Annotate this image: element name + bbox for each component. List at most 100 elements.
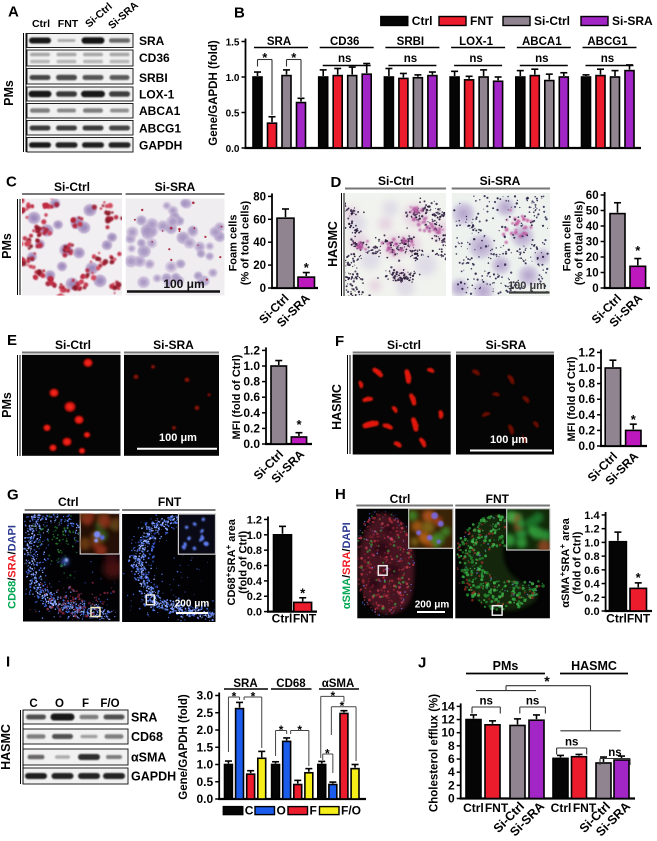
svg-text:Si-SRA: Si-SRA bbox=[612, 14, 653, 28]
svg-text:0.2: 0.2 bbox=[247, 591, 262, 603]
svg-text:2: 2 bbox=[448, 778, 455, 792]
svg-text:1.5: 1.5 bbox=[226, 38, 240, 49]
svg-text:(fold of Ctrl): (fold of Ctrl) bbox=[572, 531, 584, 594]
svg-text:Si-SRA: Si-SRA bbox=[480, 174, 521, 188]
svg-text:FNT: FNT bbox=[485, 801, 509, 815]
svg-text:SRBI: SRBI bbox=[397, 36, 424, 48]
svg-text:*: * bbox=[291, 50, 297, 65]
svg-text:I: I bbox=[6, 654, 10, 671]
svg-text:6: 6 bbox=[448, 752, 455, 766]
svg-text:C: C bbox=[6, 174, 17, 191]
svg-text:(fold of Ctrl): (fold of Ctrl) bbox=[238, 531, 250, 594]
svg-text:100 μm: 100 μm bbox=[159, 432, 197, 444]
svg-text:SRBI: SRBI bbox=[139, 71, 168, 85]
svg-text:0.6: 0.6 bbox=[243, 390, 260, 404]
svg-text:40: 40 bbox=[253, 237, 266, 249]
svg-text:0: 0 bbox=[448, 792, 455, 806]
svg-text:*: * bbox=[251, 690, 256, 704]
svg-text:0.6: 0.6 bbox=[247, 561, 262, 573]
svg-text:Cholesterol efflux (%): Cholesterol efflux (%) bbox=[429, 694, 441, 812]
svg-text:0.2: 0.2 bbox=[243, 421, 260, 435]
svg-text:Foam cells: Foam cells bbox=[228, 215, 240, 272]
svg-text:0.8: 0.8 bbox=[578, 377, 595, 391]
svg-text:C: C bbox=[245, 804, 254, 818]
svg-text:CD36: CD36 bbox=[139, 51, 170, 65]
svg-text:0.0: 0.0 bbox=[226, 144, 240, 155]
svg-text:3.0: 3.0 bbox=[197, 689, 214, 703]
svg-text:FNT: FNT bbox=[627, 612, 651, 626]
svg-text:αSMA: αSMA bbox=[322, 678, 355, 690]
svg-text:0.4: 0.4 bbox=[584, 579, 600, 591]
svg-text:1.0: 1.0 bbox=[226, 73, 240, 84]
svg-text:GAPDH: GAPDH bbox=[139, 138, 182, 152]
svg-text:SRA: SRA bbox=[131, 711, 157, 725]
svg-text:0.4: 0.4 bbox=[247, 576, 263, 588]
svg-text:B: B bbox=[234, 5, 245, 22]
svg-text:Ctrl: Ctrl bbox=[412, 14, 433, 28]
svg-text:A: A bbox=[8, 4, 19, 21]
svg-text:ABCA1: ABCA1 bbox=[522, 36, 562, 48]
svg-text:D: D bbox=[331, 174, 342, 191]
svg-text:*: * bbox=[340, 699, 345, 713]
svg-text:0.0: 0.0 bbox=[578, 439, 595, 453]
svg-text:*: * bbox=[325, 747, 330, 761]
svg-text:F: F bbox=[310, 804, 317, 818]
svg-text:*: * bbox=[262, 50, 268, 65]
svg-text:O: O bbox=[55, 698, 64, 710]
svg-text:ns: ns bbox=[601, 53, 614, 65]
svg-text:CD68+SRA+ area: CD68+SRA+ area bbox=[224, 518, 238, 605]
svg-text:(% of total cells): (% of total cells) bbox=[574, 200, 586, 285]
svg-text:*: * bbox=[300, 586, 306, 601]
svg-text:1.0: 1.0 bbox=[578, 361, 595, 375]
svg-text:0.4: 0.4 bbox=[243, 406, 260, 420]
svg-text:SRA: SRA bbox=[267, 36, 291, 48]
svg-text:0.8: 0.8 bbox=[247, 545, 262, 557]
svg-text:0.5: 0.5 bbox=[197, 775, 214, 789]
svg-text:1.0: 1.0 bbox=[197, 758, 214, 772]
svg-text:Si-Ctrl: Si-Ctrl bbox=[378, 174, 414, 188]
svg-text:0.8: 0.8 bbox=[584, 551, 599, 563]
svg-text:F: F bbox=[335, 333, 344, 350]
svg-text:100 μm: 100 μm bbox=[163, 277, 204, 291]
svg-text:ABCG1: ABCG1 bbox=[587, 36, 628, 48]
svg-text:Ctrl: Ctrl bbox=[58, 495, 79, 509]
svg-text:*: * bbox=[297, 723, 302, 737]
svg-text:Si-Ctrl: Si-Ctrl bbox=[55, 338, 91, 352]
svg-text:Gene/GAPDH (fold): Gene/GAPDH (fold) bbox=[208, 40, 220, 146]
svg-text:ns: ns bbox=[608, 747, 621, 759]
svg-text:0.0: 0.0 bbox=[243, 437, 260, 451]
svg-text:0.5: 0.5 bbox=[226, 109, 240, 120]
svg-text:CD68/SRA/DAPI: CD68/SRA/DAPI bbox=[7, 525, 19, 609]
svg-text:C: C bbox=[29, 698, 37, 710]
svg-text:PMs: PMs bbox=[0, 233, 14, 259]
svg-text:(% of total cells): (% of total cells) bbox=[240, 200, 252, 285]
svg-text:HASMC: HASMC bbox=[326, 221, 340, 267]
svg-text:H: H bbox=[335, 486, 346, 503]
svg-text:CD36: CD36 bbox=[330, 36, 359, 48]
svg-text:*: * bbox=[636, 570, 642, 585]
svg-text:0.0: 0.0 bbox=[247, 607, 262, 619]
svg-text:Si-SRA: Si-SRA bbox=[486, 338, 527, 352]
svg-text:1.2: 1.2 bbox=[584, 524, 599, 536]
svg-text:Si-ctrl: Si-ctrl bbox=[387, 338, 421, 352]
svg-text:Si-Ctrl: Si-Ctrl bbox=[54, 180, 90, 194]
svg-text:ns: ns bbox=[469, 53, 482, 65]
svg-text:*: * bbox=[331, 689, 336, 703]
svg-text:*: * bbox=[635, 243, 641, 258]
svg-text:MFI (fold of Ctrl): MFI (fold of Ctrl) bbox=[566, 356, 578, 441]
svg-text:αSMA: αSMA bbox=[131, 751, 166, 765]
svg-text:Ctrl: Ctrl bbox=[606, 612, 627, 626]
svg-text:FNT: FNT bbox=[470, 14, 494, 28]
svg-text:Ctrl: Ctrl bbox=[32, 18, 50, 30]
svg-text:HASMC: HASMC bbox=[571, 659, 617, 673]
svg-text:0: 0 bbox=[592, 283, 598, 295]
svg-text:1.5: 1.5 bbox=[197, 740, 214, 754]
svg-text:ns: ns bbox=[526, 696, 539, 708]
svg-text:F: F bbox=[82, 698, 89, 710]
svg-text:CD68: CD68 bbox=[131, 730, 163, 744]
svg-text:CD68: CD68 bbox=[276, 678, 306, 690]
svg-text:1.2: 1.2 bbox=[247, 514, 262, 526]
svg-text:ABCA1: ABCA1 bbox=[139, 104, 181, 118]
svg-text:J: J bbox=[418, 655, 426, 672]
svg-text:ns: ns bbox=[565, 737, 578, 749]
